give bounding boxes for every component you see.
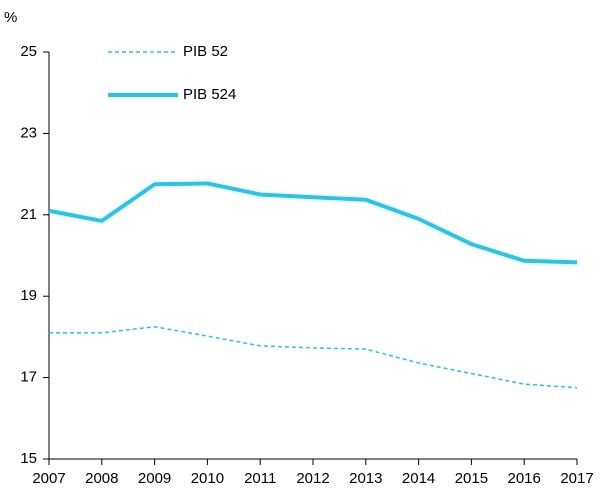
x-tick-label: 2011 xyxy=(244,470,276,487)
legend-label: PIB 52 xyxy=(183,43,228,60)
x-tick-label: 2007 xyxy=(32,470,65,487)
x-tick-label: 2013 xyxy=(349,470,382,487)
legend-label: PIB 524 xyxy=(183,86,236,103)
series-line xyxy=(48,181,578,265)
x-tick-label: 2016 xyxy=(508,470,541,487)
x-tick-label: 2014 xyxy=(402,470,435,487)
y-tick-label: 19 xyxy=(20,287,37,304)
y-tick-label: 23 xyxy=(20,124,37,141)
y-tick-label: 21 xyxy=(20,206,37,223)
x-tick-label: 2017 xyxy=(560,470,593,487)
x-tick-label: 2012 xyxy=(296,470,329,487)
y-tick-label: 15 xyxy=(20,450,37,467)
x-tick-label: 2010 xyxy=(191,470,224,487)
y-tick-label: 25 xyxy=(20,43,37,60)
x-tick-label: 2008 xyxy=(85,470,118,487)
x-tick-label: 2009 xyxy=(138,470,171,487)
y-tick-label: 17 xyxy=(20,369,37,386)
series-line xyxy=(49,325,578,389)
y-axis-label: % xyxy=(4,9,17,26)
x-tick-label: 2015 xyxy=(455,470,488,487)
